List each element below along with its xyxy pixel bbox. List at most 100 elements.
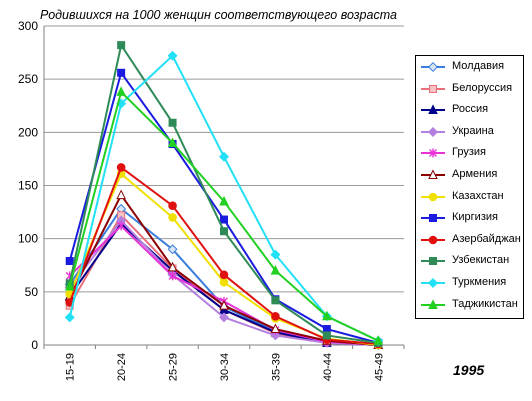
legend-label: Молдавия [452, 60, 505, 72]
data-point [116, 189, 126, 200]
legend-swatch [421, 298, 445, 309]
data-point [373, 335, 384, 345]
legend-label: Белоруссия [452, 81, 513, 94]
legend-marker [428, 192, 438, 201]
data-point [219, 277, 229, 287]
y-tick-label: 50 [25, 285, 39, 299]
data-point [322, 310, 332, 321]
legend-marker [429, 257, 437, 266]
data-point [65, 256, 74, 265]
data-point [271, 311, 280, 321]
legend-item: Украина [416, 124, 523, 140]
legend-label: Украина [452, 124, 494, 137]
data-point [168, 213, 177, 222]
y-tick-label: 0 [31, 338, 38, 352]
legend-item: Туркмения [416, 275, 523, 291]
legend-label: Казахстан [452, 189, 504, 202]
legend-marker [427, 277, 439, 289]
legend-marker [428, 169, 438, 179]
data-point [167, 137, 178, 147]
x-tick-label: 20-24 [116, 353, 128, 381]
legend: Молдавия Белоруссия Россия Украина Грузия Арм… [415, 55, 524, 319]
data-point [322, 331, 331, 340]
legend-marker [428, 298, 438, 309]
legend-marker [428, 104, 438, 115]
data-point [64, 280, 75, 291]
legend-swatch [421, 192, 445, 201]
legend-item: Таджикистан [416, 297, 523, 313]
y-tick-label: 250 [18, 72, 38, 86]
legend-swatch [421, 104, 445, 115]
legend-swatch [421, 235, 445, 245]
y-tick-label: 300 [18, 19, 38, 33]
legend-label: Туркмения [452, 276, 507, 288]
legend-swatch [421, 148, 445, 158]
legend-marker [428, 235, 438, 245]
chart-title: Родившихся на 1000 женщин соответствующе… [40, 8, 397, 22]
data-point [218, 151, 230, 162]
series-11 [64, 86, 384, 345]
legend-item: Казахстан [416, 189, 523, 205]
legend-marker [427, 61, 439, 73]
x-tick-label: 40-44 [322, 353, 334, 381]
series-lines [64, 41, 384, 351]
data-point [167, 50, 178, 61]
legend-marker [429, 214, 437, 223]
axes [43, 26, 405, 349]
legend-item: Узбекистан [416, 253, 523, 269]
data-point [64, 312, 75, 323]
data-point [270, 323, 281, 334]
data-point [271, 296, 280, 305]
data-point [117, 41, 126, 50]
data-point [168, 118, 177, 127]
x-tick-label: 15-19 [65, 353, 77, 381]
legend-swatch [421, 61, 445, 73]
legend-swatch [421, 169, 445, 179]
legend-label: Грузия [452, 146, 486, 159]
data-point [167, 261, 178, 272]
legend-label: Киргизия [452, 211, 498, 224]
legend-swatch [421, 214, 445, 223]
data-point [270, 249, 281, 260]
legend-item: Белоруссия [416, 81, 523, 97]
y-tick-label: 100 [18, 232, 38, 246]
legend-label: Россия [452, 103, 489, 116]
x-tick-label: 30-34 [219, 353, 231, 381]
legend-marker [429, 84, 437, 93]
data-point [168, 201, 177, 211]
x-tick-label: 45-49 [373, 353, 385, 381]
data-point [219, 300, 229, 310]
legend-swatch [421, 277, 445, 289]
x-tick-label: 25-29 [168, 353, 180, 381]
data-point [116, 163, 126, 172]
data-point [219, 195, 229, 206]
legend-swatch [421, 126, 445, 137]
data-point [220, 215, 228, 224]
data-point [117, 221, 126, 231]
legend-swatch [421, 257, 445, 266]
data-point [117, 68, 126, 77]
legend-item: Россия [416, 102, 523, 118]
legend-label: Азербайджан [452, 232, 521, 245]
series-5 [64, 189, 384, 349]
data-point [218, 312, 230, 323]
data-point [270, 264, 281, 275]
data-point [168, 271, 177, 281]
legend-item: Азербайджан [416, 232, 523, 248]
x-tick-label: 35-39 [270, 353, 282, 381]
tick-labels: 0 50 100 150 200 250 300 15-19 20-24 25-29 30-34 35… [18, 19, 385, 381]
year-annotation: 1995 [453, 362, 485, 378]
legend-marker [429, 148, 437, 158]
data-point [270, 330, 281, 341]
data-point [220, 227, 228, 236]
data-point [219, 270, 229, 280]
legend-item: Грузия [416, 145, 523, 161]
y-tick-label: 150 [18, 179, 38, 193]
legend-label: Армения [452, 168, 498, 180]
legend-label: Таджикистан [452, 297, 518, 310]
legend-item: Армения [416, 167, 523, 183]
data-point [167, 244, 178, 255]
y-tick-label: 200 [18, 125, 38, 139]
legend-label: Узбекистан [452, 254, 510, 267]
